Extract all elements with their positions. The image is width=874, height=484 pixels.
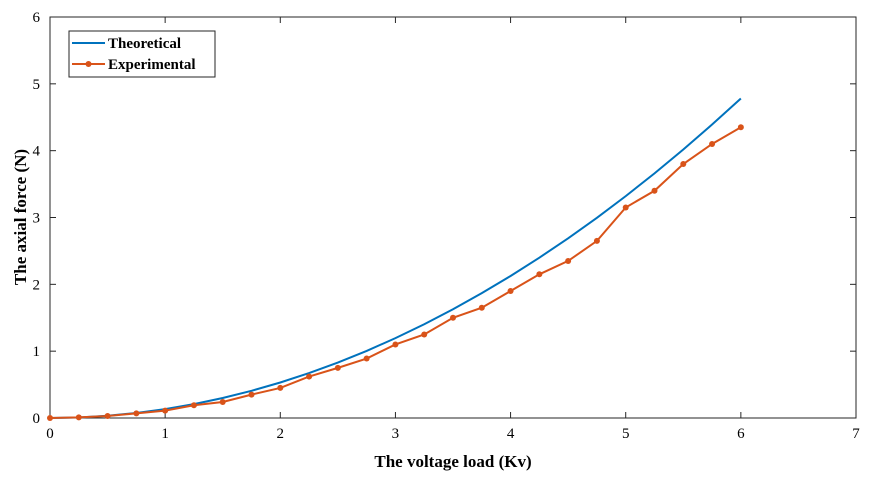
data-point-experimental xyxy=(363,355,370,362)
data-point-experimental xyxy=(565,257,572,264)
legend: Theoretical Experimental xyxy=(68,30,216,78)
x-axis-label: The voltage load (Kv) xyxy=(374,452,531,471)
data-point-experimental xyxy=(392,341,399,348)
y-tick-label: 4 xyxy=(33,144,41,160)
data-point-experimental xyxy=(507,288,514,295)
y-tick-label: 3 xyxy=(33,211,41,227)
legend-box xyxy=(68,30,216,78)
plot-area xyxy=(49,16,857,419)
data-point-experimental xyxy=(478,304,485,311)
x-tick-label: 1 xyxy=(161,426,169,442)
data-point-experimental xyxy=(536,271,543,278)
data-point-experimental xyxy=(651,187,658,194)
x-tick-label: 0 xyxy=(46,426,54,442)
legend-label-theoretical: Theoretical xyxy=(108,36,181,52)
data-point-experimental xyxy=(593,237,600,244)
data-point-experimental xyxy=(190,402,197,409)
y-tick-label: 6 xyxy=(33,10,41,26)
data-point-experimental xyxy=(334,364,341,371)
data-point-experimental xyxy=(737,124,744,131)
data-point-experimental xyxy=(133,410,140,417)
y-tick-label: 0 xyxy=(33,411,41,427)
y-axis-label: The axial force (N) xyxy=(11,149,30,285)
data-point-experimental xyxy=(709,140,716,147)
data-point-experimental xyxy=(277,384,284,391)
y-tick-label: 2 xyxy=(33,277,41,293)
data-point-experimental xyxy=(104,412,111,419)
data-point-experimental xyxy=(421,331,428,338)
legend-marker-experimental xyxy=(85,61,92,67)
data-point-experimental xyxy=(47,415,53,421)
x-tick-label: 4 xyxy=(507,426,515,442)
x-tick-label: 2 xyxy=(277,426,285,442)
y-tick-label: 1 xyxy=(33,344,41,360)
data-point-experimental xyxy=(248,391,255,398)
x-tick-label: 5 xyxy=(622,426,630,442)
x-tick-label: 3 xyxy=(392,426,400,442)
data-point-experimental xyxy=(450,314,456,321)
data-point-experimental xyxy=(162,407,169,414)
x-tick-label: 6 xyxy=(737,426,745,442)
data-point-experimental xyxy=(622,204,629,211)
data-point-experimental xyxy=(680,161,687,168)
data-point-experimental xyxy=(219,398,226,405)
data-point-experimental xyxy=(306,373,313,380)
legend-label-experimental: Experimental xyxy=(108,57,196,73)
x-tick-label: 7 xyxy=(852,426,860,442)
y-tick-label: 5 xyxy=(33,77,41,93)
data-point-experimental xyxy=(75,414,82,421)
